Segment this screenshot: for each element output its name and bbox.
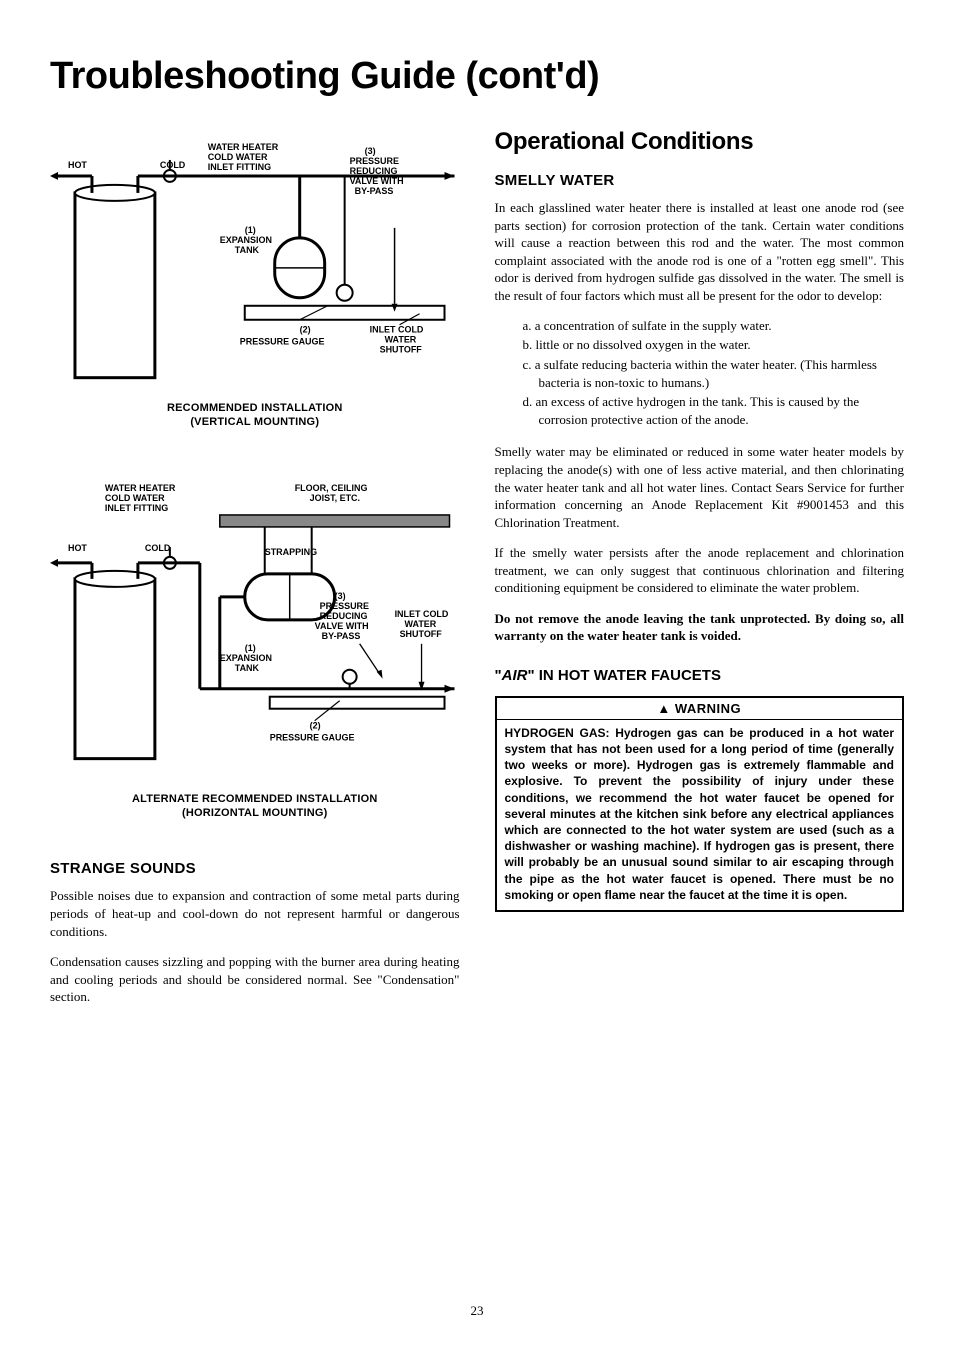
diagram-horizontal-mounting: WATER HEATER COLD WATER INLET FITTING FL… bbox=[50, 479, 460, 820]
factor-d: d. an excess of active hydrogen in the t… bbox=[523, 393, 905, 429]
svg-text:INLET COLD WATER: INLET COLD WATER SHUTOFF bbox=[370, 325, 426, 355]
svg-text:HOT: HOT bbox=[68, 160, 87, 170]
diagram-vertical-mounting: HOT COLD bbox=[50, 128, 460, 429]
svg-text:(2) PRESSURE GAUGE: (2) PRESSURE GAUGE bbox=[240, 325, 325, 347]
factor-b: b. little or no dissolved oxygen in the … bbox=[523, 336, 905, 354]
left-column: HOT COLD bbox=[50, 128, 460, 1019]
content-columns: HOT COLD bbox=[50, 128, 904, 1019]
smelly-p2: Smelly water may be eliminated or reduce… bbox=[495, 443, 905, 531]
smelly-water-heading: SMELLY WATER bbox=[495, 172, 905, 189]
svg-text:INLET COLD WATER: INLET COLD WATER SHUTOFF bbox=[395, 609, 451, 639]
diagram2-svg: WATER HEATER COLD WATER INLET FITTING FL… bbox=[50, 479, 460, 779]
warning-box: ▲ WARNING HYDROGEN GAS: Hydrogen gas can… bbox=[495, 696, 905, 912]
svg-text:FLOOR, CEILING JOIST: FLOOR, CEILING JOIST, ETC. bbox=[295, 483, 370, 503]
diagram2-caption: ALTERNATE RECOMMENDED INSTALLATION (HORI… bbox=[50, 792, 460, 821]
svg-text:(1) EXPANSION: (1) EXPANSION TANK bbox=[220, 225, 275, 255]
svg-text:(3) PRESSURE: (3) PRESSURE REDUCING VALVE WITH BY-PASS bbox=[350, 146, 406, 196]
svg-text:WATER HEATER COLD WA: WATER HEATER COLD WATER INLET FITTING bbox=[208, 142, 281, 172]
svg-text:STRAPPING: STRAPPING bbox=[265, 547, 317, 557]
air-in-faucets-heading: "AIR" IN HOT WATER FAUCETS bbox=[495, 667, 905, 684]
warning-lead: HYDROGEN GAS: bbox=[505, 726, 610, 740]
smelly-p4-warning: Do not remove the anode leaving the tank… bbox=[495, 610, 905, 645]
strange-sounds-heading: STRANGE SOUNDS bbox=[50, 860, 460, 877]
diagram1-svg: HOT COLD bbox=[50, 128, 460, 388]
warning-body: HYDROGEN GAS: Hydrogen gas can be produc… bbox=[497, 720, 903, 910]
strange-sounds-p2: Condensation causes sizzling and popping… bbox=[50, 953, 460, 1006]
smelly-p3: If the smelly water persists after the a… bbox=[495, 544, 905, 597]
warning-text: Hydrogen gas can be produced in a hot wa… bbox=[505, 726, 895, 902]
svg-text:WATER HEATER COLD WA: WATER HEATER COLD WATER INLET FITTING bbox=[105, 483, 178, 513]
page-number: 23 bbox=[0, 1303, 954, 1319]
svg-text:COLD: COLD bbox=[145, 543, 171, 553]
strange-sounds-p1: Possible noises due to expansion and con… bbox=[50, 887, 460, 940]
smelly-factors-list: a. a concentration of sulfate in the sup… bbox=[523, 317, 905, 429]
page-title: Troubleshooting Guide (cont'd) bbox=[50, 55, 904, 98]
warning-title: ▲ WARNING bbox=[497, 698, 903, 720]
svg-text:(1) EXPANSION: (1) EXPANSION TANK bbox=[220, 643, 275, 673]
right-column: Operational Conditions SMELLY WATER In e… bbox=[495, 128, 905, 1019]
factor-a: a. a concentration of sulfate in the sup… bbox=[523, 317, 905, 335]
factor-c: c. a sulfate reducing bacteria within th… bbox=[523, 356, 905, 392]
svg-text:COLD: COLD bbox=[160, 160, 186, 170]
svg-text:(2) PRESSURE GAUGE: (2) PRESSURE GAUGE bbox=[270, 721, 355, 743]
smelly-p1: In each glasslined water heater there is… bbox=[495, 199, 905, 304]
diagram1-caption: RECOMMENDED INSTALLATION (VERTICAL MOUNT… bbox=[50, 401, 460, 430]
svg-text:HOT: HOT bbox=[68, 543, 87, 553]
strange-sounds-section: STRANGE SOUNDS Possible noises due to ex… bbox=[50, 860, 460, 1005]
warning-triangle-icon: ▲ bbox=[657, 701, 670, 716]
operational-conditions-heading: Operational Conditions bbox=[495, 128, 905, 156]
